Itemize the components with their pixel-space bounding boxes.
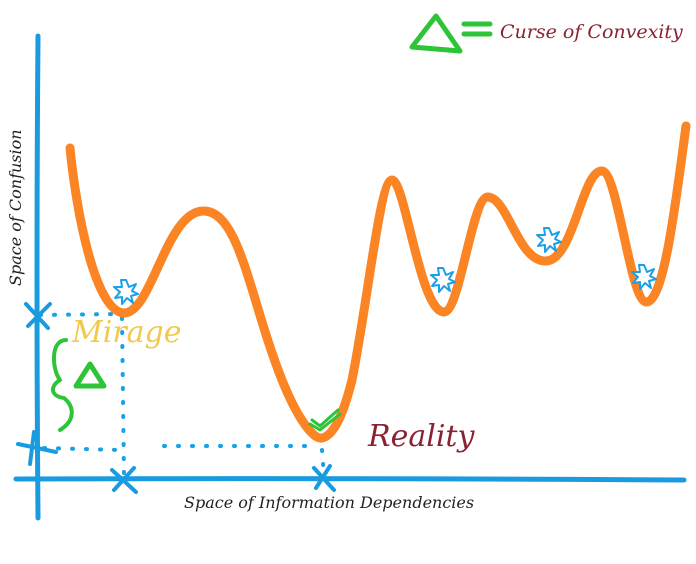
legend-label: Curse of Convexity xyxy=(500,21,683,43)
starburst-icon xyxy=(430,267,456,293)
y-tick-reality xyxy=(16,430,58,466)
reality-vertical-guide xyxy=(320,448,326,478)
gap-triangle-icon xyxy=(73,361,107,389)
starburst-icon xyxy=(536,227,562,253)
confusion-curve xyxy=(65,121,691,443)
reality-guides xyxy=(42,444,326,478)
axis-ticks xyxy=(16,302,336,494)
starburst-icon xyxy=(113,279,139,305)
mirage-vertical-guide xyxy=(120,316,126,478)
starburst-icon xyxy=(631,264,657,290)
x-tick-mirage xyxy=(110,466,138,494)
gap-brace xyxy=(51,338,74,432)
x-axis-label: Space of Information Dependencies xyxy=(184,493,474,512)
y-tick-mirage xyxy=(24,302,52,330)
triangle-icon xyxy=(409,13,463,54)
x-tick-reality xyxy=(312,464,336,492)
mirage-label: Mirage xyxy=(71,315,182,350)
local-minima-markers xyxy=(113,227,657,305)
equals-icon xyxy=(461,21,493,37)
x-axis xyxy=(13,476,687,483)
reality-horizontal-guide-left xyxy=(42,446,122,452)
mirage-guides xyxy=(38,312,126,478)
reality-label: Reality xyxy=(367,419,475,454)
y-axis xyxy=(34,33,41,521)
legend-icon xyxy=(409,13,493,54)
y-axis-label: Space of Confusion xyxy=(6,129,25,286)
check-icon xyxy=(308,408,342,432)
mirage-horizontal-guide xyxy=(38,312,122,317)
